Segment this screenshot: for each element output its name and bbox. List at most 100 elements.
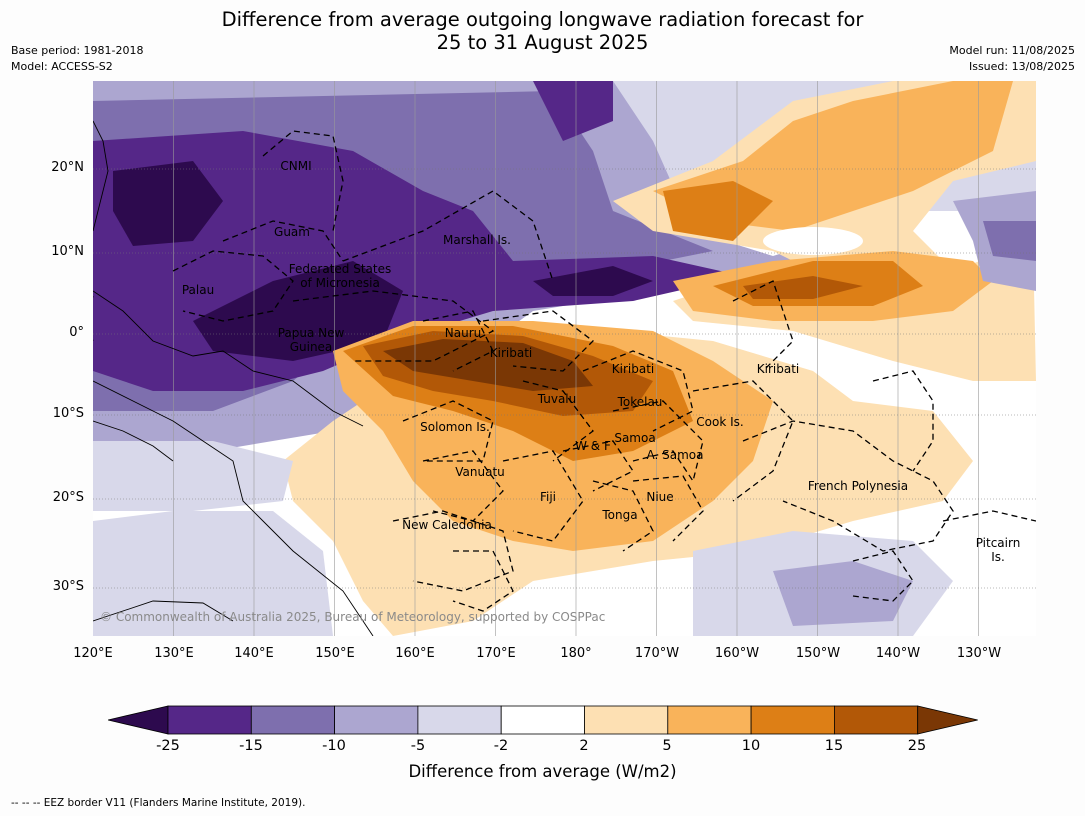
lat-label-10n: 10°N: [51, 244, 84, 259]
lat-label-10s: 10°S: [52, 406, 84, 421]
place-cnmi: CNMI: [280, 159, 312, 173]
colorbar-tick: -10: [322, 738, 346, 754]
deep-purple-core-fsm: [193, 261, 403, 361]
lat-label-30s: 30°S: [52, 579, 84, 594]
place-micronesia: Federated States of Micronesia: [289, 262, 391, 290]
colorbar-swatch: [834, 705, 919, 735]
place-fiji: Fiji: [539, 490, 557, 504]
eez-borders: [172, 130, 1036, 612]
place-american-samoa: A. Samoa: [646, 448, 704, 462]
eez-cook: [692, 380, 794, 502]
deep-purple-core-marshall: [533, 266, 653, 296]
purple-patch-west: [93, 441, 293, 511]
lon-label-130w: 130°W: [956, 646, 1002, 661]
eez-guam: [222, 220, 344, 262]
place-palau: Palau: [181, 283, 215, 297]
base-period: Base period: 1981-2018: [11, 44, 144, 57]
place-pitcairn: Pitcairn Is.: [976, 536, 1021, 564]
place-tuvalu: Tuvalu: [537, 392, 577, 406]
colorbar-swatch: [667, 705, 752, 735]
place-marshall-islands: Marshall Is.: [443, 233, 511, 247]
eez-fsm: [292, 290, 495, 362]
place-micronesia-line2: of Micronesia: [300, 276, 380, 290]
colorbar-tick: -5: [410, 738, 426, 754]
model-run: Model run: 11/08/2025: [949, 44, 1075, 57]
lat-label-20s: 20°S: [52, 490, 84, 505]
colorbar-tick: 25: [907, 738, 927, 754]
place-pitcairn-line1: Pitcairn: [975, 536, 1021, 550]
colorbar-extension-high: [917, 705, 978, 735]
eez-norfolk: [452, 550, 514, 612]
lon-label-120e: 120°E: [73, 646, 113, 661]
eez-fiji: [502, 450, 584, 542]
eez-tokelau: [612, 400, 704, 482]
dark-orange-northeast: [663, 181, 773, 241]
lon-label-150w: 150°W: [795, 646, 841, 661]
place-niue: Niue: [646, 490, 674, 504]
meta-right: Model run: 11/08/2025 Issued: 13/08/2025: [949, 43, 1075, 75]
place-new-caledonia: New Caledonia: [402, 518, 492, 532]
eez-samoa: [632, 450, 694, 482]
colorbar-tick: 2: [579, 738, 589, 754]
lon-label-140e: 140°E: [234, 646, 274, 661]
colorbar-tick: 5: [662, 738, 672, 754]
lon-label-150e: 150°E: [315, 646, 355, 661]
eez-kiribati-e: [732, 280, 794, 372]
colorbar-tick: -25: [156, 738, 180, 754]
white-gap: [763, 227, 863, 255]
lon-label-160w: 160°W: [714, 646, 760, 661]
lon-label-170w: 170°W: [634, 646, 680, 661]
colorbar-tick: -15: [239, 738, 263, 754]
copyright-notice: © Commonwealth of Australia 2025, Bureau…: [100, 610, 606, 624]
place-solomon: Solomon Is.: [420, 420, 490, 434]
darkest-brown-core: [383, 339, 593, 391]
south-coast: [93, 600, 234, 622]
lon-label-130e: 130°E: [154, 646, 194, 661]
lon-label-140w: 140°W: [875, 646, 921, 661]
colorbar-swatch: [417, 705, 502, 735]
anomaly-map: [93, 81, 1036, 636]
map-panel: [93, 81, 1036, 636]
colorbar-title: Difference from average (W/m2): [408, 762, 677, 781]
eez-footnote: -- -- -- EEZ border V11 (Flanders Marine…: [11, 797, 306, 809]
model-name: Model: ACCESS-S2: [11, 60, 113, 73]
place-guam: Guam: [274, 225, 310, 239]
mid-purple-patch-east: [983, 221, 1036, 261]
philippines-coast: [93, 120, 109, 232]
colorbar-swatch: [334, 705, 419, 735]
colorbar-tick: 15: [824, 738, 844, 754]
place-png-line1: Papua New: [277, 326, 345, 340]
title-line-2: 25 to 31 August 2025: [436, 31, 649, 54]
eez-vanuatu: [422, 450, 504, 522]
lon-label-160e: 160°E: [395, 646, 435, 661]
eez-nauru: [422, 310, 494, 372]
latitude-lines: [93, 168, 1036, 589]
purple-region-north: [533, 81, 613, 141]
purple-patch-south-core: [773, 561, 913, 626]
colorbar-extension-low: [108, 705, 169, 735]
place-tokelau: Tokelau: [617, 395, 663, 409]
eez-tuvalu: [522, 380, 594, 462]
eez-palau: [172, 250, 294, 322]
eez-niue: [632, 475, 704, 542]
eez-kiribati-w: [482, 310, 594, 372]
place-tonga: Tonga: [602, 508, 638, 522]
deep-purple-core-north: [113, 161, 223, 246]
place-french-polynesia: French Polynesia: [807, 479, 909, 493]
eez-new-caledonia: [392, 510, 514, 592]
place-png-line2: Guinea: [289, 340, 333, 354]
north-australia-coast: [93, 420, 174, 462]
colorbar-swatches: [108, 705, 978, 735]
eez-wf: [562, 440, 634, 492]
title-line-1: Difference from average outgoing longwav…: [221, 8, 864, 31]
place-cook-islands: Cook Is.: [696, 415, 744, 429]
place-samoa: Samoa: [614, 431, 656, 445]
place-kiribati-east: Kiribati: [756, 362, 800, 376]
place-micronesia-line1: Federated States: [288, 262, 392, 276]
place-vanuatu: Vanuatu: [455, 465, 505, 479]
eez-tonga: [592, 480, 654, 552]
coastlines: [93, 120, 374, 636]
place-kiribati-west: Kiribati: [489, 346, 533, 360]
colorbar-tick: 10: [741, 738, 761, 754]
new-guinea-coast: [93, 290, 364, 427]
